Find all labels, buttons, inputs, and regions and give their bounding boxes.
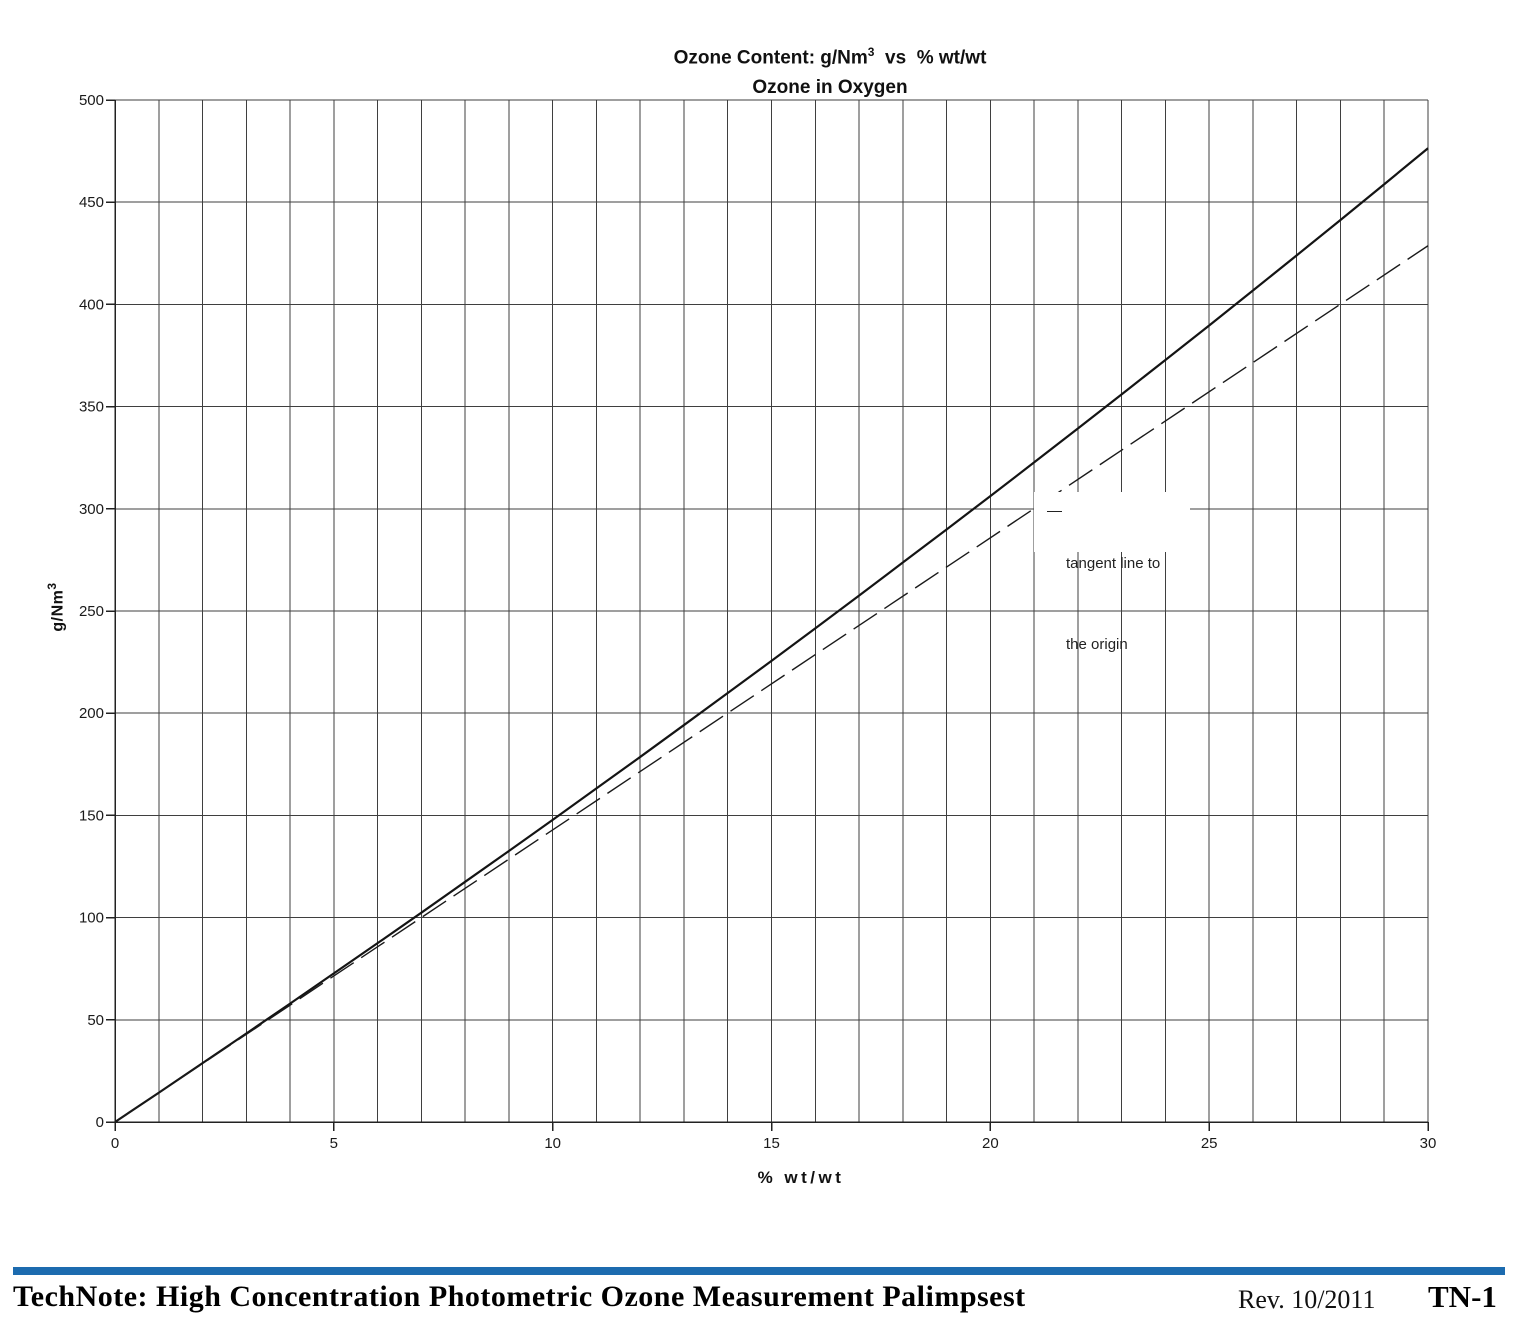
- gridlines: [114, 99, 1429, 1123]
- series-ozone-content-curve: [114, 147, 1429, 1123]
- y-tick-label: 500: [79, 92, 104, 109]
- chart-title: Ozone Content: g/Nm3 vs % wt/wt: [0, 37, 1536, 73]
- x-tick-label: 30: [1420, 1135, 1437, 1152]
- y-axis-title-text: g/Nm: [49, 589, 67, 632]
- chart-subtitle: Ozone in Oxygen: [752, 77, 908, 99]
- annotation-line-2: the origin: [1066, 636, 1128, 653]
- chart-title-text: Ozone Content: g/Nm: [673, 47, 868, 69]
- series-tangent-line-to-origin: [114, 245, 1429, 1123]
- y-tick-label: 450: [79, 194, 104, 211]
- annotation-leader-line: [1047, 511, 1062, 512]
- x-tick-label: 15: [763, 1135, 780, 1152]
- x-tick-label: 5: [330, 1135, 338, 1152]
- x-tick-label: 0: [111, 1135, 119, 1152]
- y-tick-label: 400: [79, 296, 104, 313]
- chart-title-text-2: vs % wt/wt: [874, 47, 987, 69]
- footer-rule: [13, 1267, 1505, 1275]
- tangent-annotation: tangent line to the origin: [1034, 492, 1190, 653]
- chart-title-block: Ozone Content: g/Nm3 vs % wt/wt Ozone in…: [0, 37, 1536, 103]
- y-axis-title-superscript: 3: [45, 582, 59, 590]
- y-tick-labels: 0 50 100 150 200 250 300 350 400 450 500: [79, 92, 104, 1131]
- tick-marks: [106, 99, 1429, 1131]
- y-tick-label: 150: [79, 807, 104, 824]
- y-tick-label: 300: [79, 501, 104, 518]
- x-tick-label: 25: [1201, 1135, 1218, 1152]
- y-tick-label: 100: [79, 910, 104, 927]
- x-tick-labels: 0 5 10 15 20 25 30: [111, 1135, 1437, 1152]
- y-tick-label: 350: [79, 399, 104, 416]
- y-axis-title: g/Nm3: [45, 547, 69, 667]
- revision-label: Rev. 10/2011: [1238, 1285, 1376, 1314]
- document-title: TechNote: High Concentration Photometric…: [13, 1280, 1026, 1313]
- y-tick-label: 50: [87, 1012, 104, 1029]
- y-tick-label: 0: [96, 1114, 104, 1131]
- annotation-line-1: tangent line to: [1066, 555, 1161, 572]
- x-axis-title: % wt/wt: [757, 1168, 845, 1187]
- x-tick-label: 20: [982, 1135, 999, 1152]
- y-tick-label: 200: [79, 705, 104, 722]
- y-tick-label: 250: [79, 603, 104, 620]
- chart-title-superscript: 3: [867, 45, 875, 59]
- x-tick-label: 10: [544, 1135, 561, 1152]
- document-code: TN-1: [1428, 1279, 1497, 1314]
- annotation-text: tangent line to the origin: [1066, 496, 1190, 712]
